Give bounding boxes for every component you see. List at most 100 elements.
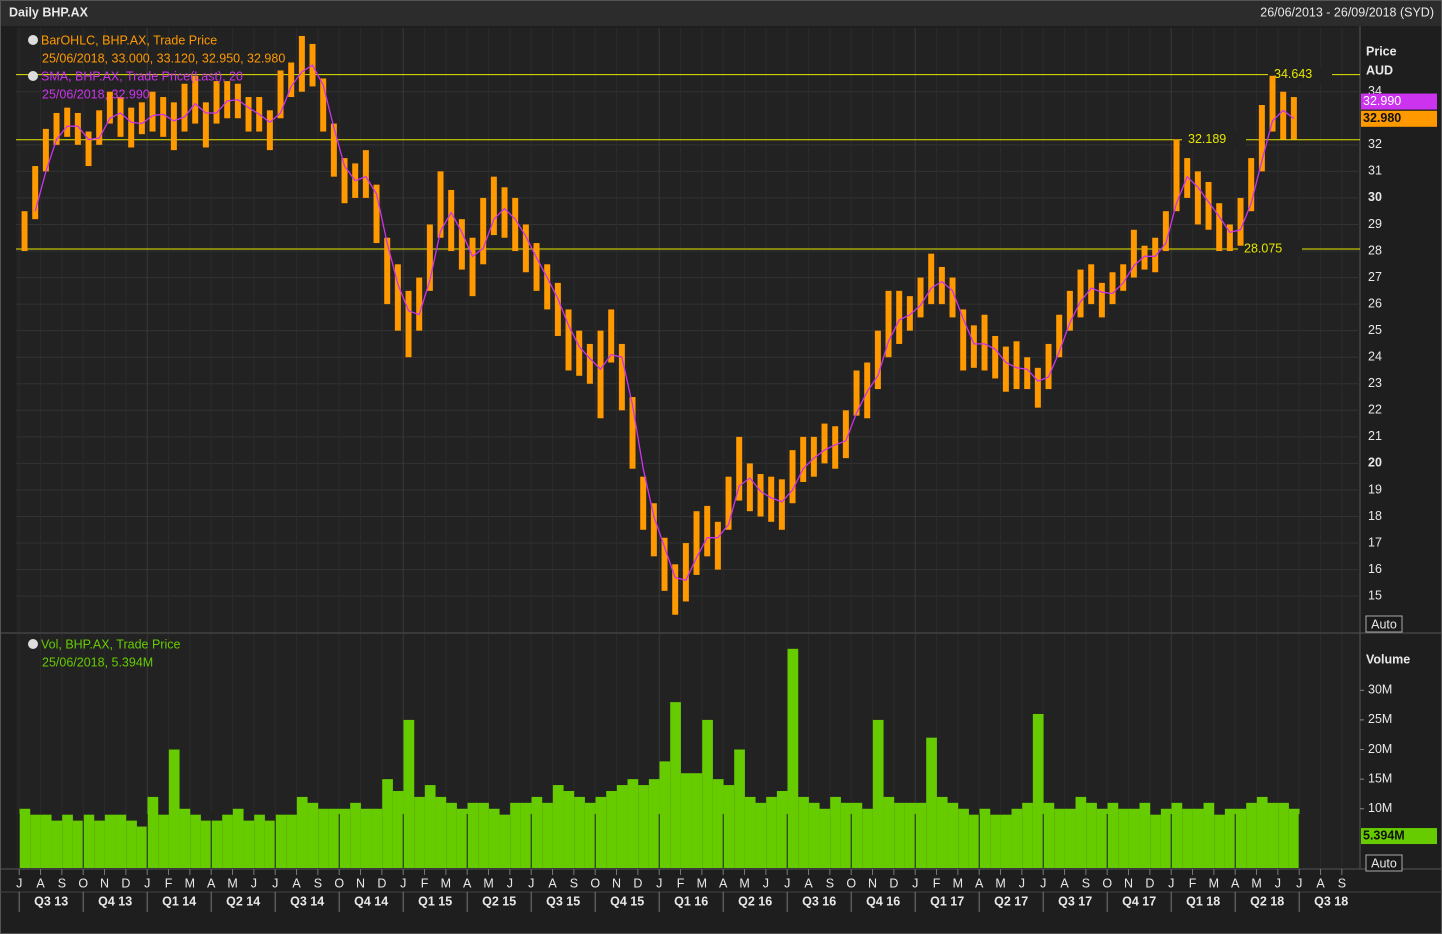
- x-tick-label: M: [441, 876, 451, 890]
- ohlc-bar: [640, 476, 647, 530]
- x-tick-label: A: [1060, 876, 1069, 890]
- x-tick-label: A: [975, 876, 984, 890]
- ohlc-bar: [1258, 104, 1265, 172]
- x-tick-label: J: [400, 876, 406, 890]
- ohlc-bar: [650, 503, 657, 557]
- volume-bar: [510, 802, 521, 868]
- volume-bar: [392, 790, 404, 868]
- volume-bar: [83, 814, 95, 868]
- volume-bar: [446, 802, 457, 868]
- volume-bar: [915, 802, 927, 868]
- ohlc-bar: [298, 35, 305, 92]
- ohlc-bar: [469, 237, 476, 297]
- ohlc-bar: [138, 102, 145, 135]
- volume-bar: [723, 785, 735, 868]
- x-tick-label: O: [590, 876, 600, 890]
- x-tick-label: S: [58, 876, 66, 890]
- ohlc-bar: [725, 476, 732, 530]
- legend-icon[interactable]: [28, 71, 38, 81]
- volume-bar: [1203, 802, 1215, 868]
- ohlc-bar: [1237, 197, 1244, 246]
- y-tick-label: 25: [1368, 323, 1382, 337]
- ohlc-bar: [768, 476, 775, 522]
- volume-bar: [1043, 802, 1055, 868]
- ohlc-bar: [202, 102, 209, 148]
- volume-bar: [1064, 808, 1076, 868]
- volume-bar: [1032, 713, 1044, 868]
- volume-bar: [222, 814, 233, 868]
- volume-bar: [1086, 802, 1097, 868]
- x-tick-label: S: [1082, 876, 1090, 890]
- volume-bar: [19, 808, 31, 868]
- volume-bar: [755, 802, 767, 868]
- volume-bar: [734, 749, 745, 868]
- x-tick-label: D: [377, 876, 386, 890]
- x-tick-label: O: [334, 876, 344, 890]
- volume-bar: [798, 796, 809, 868]
- volume-bar: [744, 796, 756, 868]
- volume-bar: [211, 820, 223, 868]
- x-tick-label: A: [804, 876, 813, 890]
- ohlc-bar: [181, 83, 188, 132]
- ohlc-bar: [213, 81, 220, 124]
- x-tick-label: D: [1145, 876, 1154, 890]
- quarter-label: Q1 14: [162, 894, 196, 908]
- ohlc-bar: [682, 543, 689, 602]
- x-tick-label: J: [1168, 876, 1174, 890]
- x-tick-label: A: [719, 876, 728, 890]
- volume-bar: [936, 796, 948, 868]
- ohlc-bar: [1120, 264, 1127, 291]
- volume-bar: [1139, 802, 1151, 868]
- ohlc-bar: [426, 224, 433, 291]
- price-axis-title: Price: [1366, 44, 1397, 58]
- volume-bar: [232, 808, 244, 868]
- y-tick-label: 27: [1368, 270, 1382, 284]
- ohlc-bar: [416, 277, 423, 331]
- quarter-label: Q1 18: [1186, 894, 1220, 908]
- ohlc-bar: [42, 128, 49, 172]
- x-tick-label: M: [697, 876, 707, 890]
- legend-icon[interactable]: [28, 35, 38, 45]
- volume-bar: [659, 761, 671, 868]
- level-label-bg: [1268, 66, 1332, 83]
- auto-button[interactable]: [1365, 615, 1403, 633]
- x-tick-label: F: [677, 876, 685, 890]
- volume-bar: [1171, 802, 1183, 868]
- volume-bar: [360, 808, 372, 868]
- volume-bar: [179, 808, 191, 868]
- level-label: 28.075: [1244, 241, 1282, 255]
- volume-bar: [371, 808, 383, 868]
- legend-sma: SMA, BHP.AX, Trade Price(Last), 20: [41, 69, 243, 83]
- volume-bar: [94, 820, 105, 868]
- ohlc-bar: [330, 123, 337, 177]
- legend-icon[interactable]: [28, 639, 38, 649]
- x-tick-label: A: [292, 876, 301, 890]
- quarter-label: Q3 16: [802, 894, 836, 908]
- auto-button[interactable]: [1365, 854, 1403, 872]
- volume-bar: [414, 796, 425, 868]
- volume-bar: [894, 802, 905, 868]
- ohlc-bar: [821, 423, 828, 464]
- ohlc-bar: [405, 290, 412, 358]
- price-panel: [16, 28, 1360, 632]
- x-tick-label: J: [1019, 876, 1025, 890]
- volume-bar: [680, 773, 692, 868]
- ohlc-bar: [64, 107, 71, 137]
- quarter-label: Q2 14: [226, 894, 260, 908]
- ohlc-bar: [917, 277, 924, 318]
- auto-button-label[interactable]: Auto: [1371, 617, 1397, 631]
- ohlc-bar: [149, 91, 156, 132]
- quarter-label: Q2 16: [738, 894, 772, 908]
- volume-bar: [606, 790, 617, 868]
- ohlc-bar: [1194, 171, 1201, 225]
- x-tick-label: J: [144, 876, 150, 890]
- quarter-label: Q3 14: [290, 894, 324, 908]
- volume-bar: [115, 814, 127, 868]
- volume-bar: [307, 802, 319, 868]
- y-tick-label: 22: [1368, 403, 1382, 417]
- y-tick-label: 17: [1368, 535, 1382, 549]
- ohlc-bar: [384, 237, 391, 305]
- auto-button-label[interactable]: Auto: [1371, 856, 1397, 870]
- x-tick-label: J: [1275, 876, 1281, 890]
- ohlc-bar: [512, 197, 519, 252]
